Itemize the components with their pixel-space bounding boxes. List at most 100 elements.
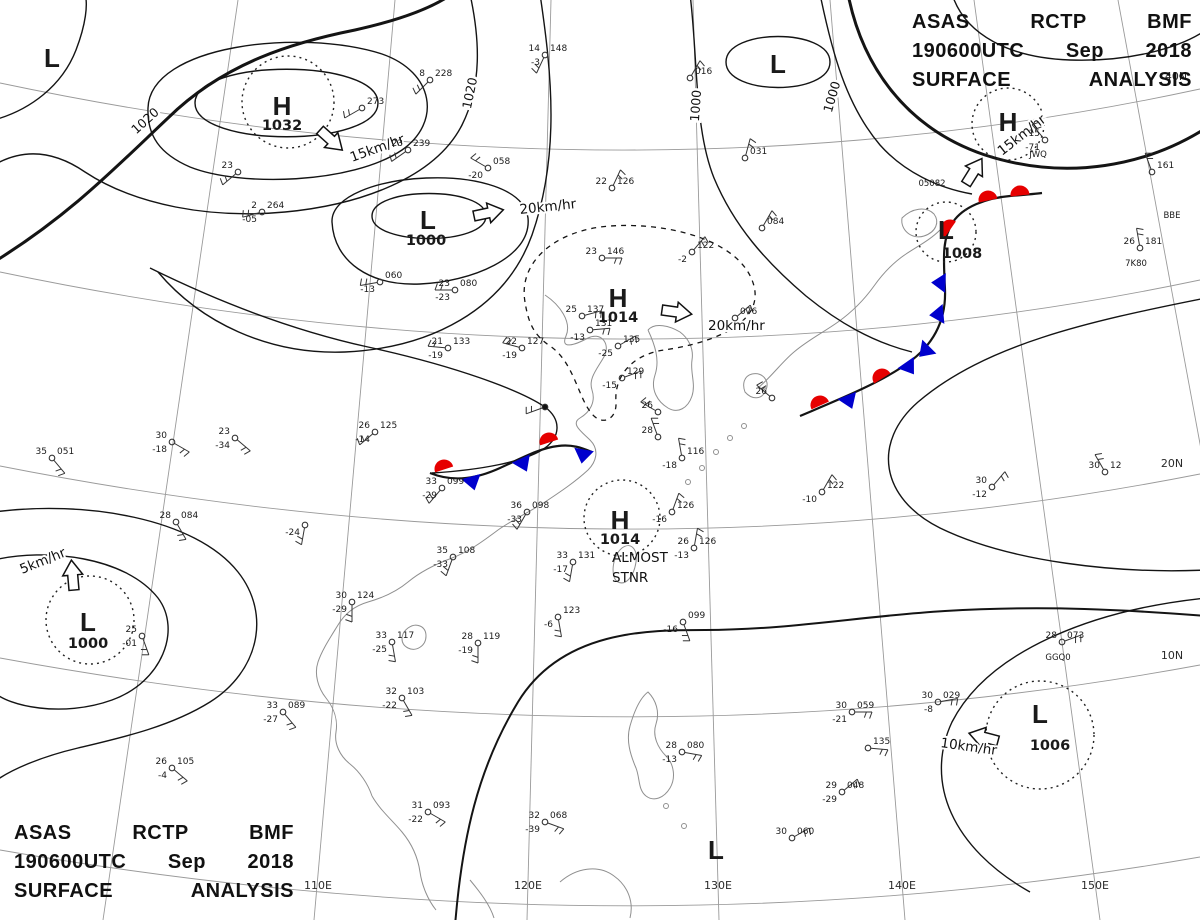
motion-speed-label: 20km/hr	[708, 318, 765, 334]
station-plot: 28 073	[1046, 631, 1084, 646]
pressure-center-symbol: H	[999, 107, 1018, 137]
wind-barb-shaft	[536, 57, 545, 74]
station-circle-icon	[541, 403, 549, 411]
wind-barb-tick	[565, 572, 571, 577]
isobar-label: 1020	[459, 76, 480, 110]
station-temperature: 14	[529, 44, 541, 54]
wind-barb-tick	[515, 519, 521, 525]
station-dewpoint: -16	[652, 515, 667, 525]
station-plot: -24	[285, 521, 309, 546]
wind-barb-tick	[852, 782, 856, 789]
station-dewpoint: -29	[822, 795, 837, 805]
wind-barb-tick	[394, 152, 397, 159]
station-circle-icon	[438, 484, 446, 492]
coastline	[757, 229, 941, 389]
station-pressure: 105	[177, 757, 194, 767]
station-temperature: 26	[678, 537, 690, 547]
wind-barb-shaft	[763, 210, 773, 226]
wind-barb-tick	[808, 827, 812, 835]
wind-barb-shaft	[173, 769, 188, 782]
station-temperature: 30	[776, 827, 788, 837]
station-plot: 126 -16	[652, 492, 694, 525]
station-dewpoint: -01	[122, 639, 137, 649]
station-plot: 060 -13	[359, 271, 402, 295]
station-plot: 28 080 -13	[662, 741, 704, 765]
latitude-gridline	[0, 465, 1200, 530]
station-circle-icon	[398, 694, 406, 702]
station-pressure: 076	[740, 307, 757, 317]
wind-barb-tick	[342, 111, 346, 119]
station-pressure: 126	[699, 537, 716, 547]
isobar-line	[725, 35, 831, 89]
wind-barb-shaft	[569, 564, 573, 582]
cold-triangle-icon	[931, 273, 946, 293]
wind-barb-tick	[613, 257, 617, 264]
annotation-text: STNR	[612, 570, 648, 586]
cold-triangle-icon	[929, 304, 945, 324]
title-line-agency: ASAS RCTP BMF	[912, 11, 1192, 33]
isobar-line	[454, 607, 1200, 920]
wind-barb-shaft	[620, 335, 636, 345]
wind-barb-tick	[345, 619, 353, 623]
station-temperature: 30	[336, 591, 348, 601]
wind-barb-shaft	[242, 212, 260, 218]
station-dewpoint: -21	[832, 715, 847, 725]
station-dewpoint: -22	[382, 701, 397, 711]
station-plot: 26 125 -14	[355, 421, 397, 446]
station-plot: 23 080 -23	[434, 279, 477, 303]
station-dewpoint: -34	[215, 441, 230, 451]
station-pressure: 127	[527, 337, 544, 347]
station-dewpoint: -13	[674, 551, 689, 561]
station-dewpoint: -18	[662, 461, 677, 471]
station-plot: 33 131 -17	[553, 551, 595, 583]
chart-title-bottom-left: ASAS RCTP BMF 190600UTC Sep 2018 SURFACE…	[14, 819, 294, 906]
station-pressure: 117	[397, 631, 414, 641]
longitude-label: 140E	[888, 879, 916, 892]
station-plot: 122 -2	[678, 236, 714, 265]
station-temperature: 25	[566, 305, 577, 315]
wind-barb-tick	[856, 778, 861, 786]
station-circle-icon	[258, 208, 266, 216]
station-temperature: 28	[462, 632, 474, 642]
station-plot: 22 126	[596, 169, 634, 192]
longitude-gridline	[526, 0, 552, 920]
isobar-line	[887, 298, 1200, 572]
motion-arrow-icon	[472, 201, 505, 225]
station-plot	[525, 403, 549, 415]
wind-barb-tick	[179, 448, 185, 454]
station-pressure: 058	[493, 157, 510, 167]
station-dewpoint: -17	[553, 565, 568, 575]
station-plot: 26 181	[1124, 227, 1162, 252]
station-circle-icon	[1136, 244, 1144, 252]
wind-barb-tick	[405, 714, 413, 718]
station-dewpoint: -13	[360, 285, 375, 295]
station-pressure: 099	[688, 611, 705, 621]
station-plot: 26 126 -13	[674, 527, 716, 561]
wind-barb-shaft	[678, 438, 682, 456]
station-plot: 28 084	[160, 511, 198, 542]
station-pressure: 161	[1157, 161, 1174, 171]
station-temperature: 32	[386, 687, 397, 697]
pressure-center-symbol: L	[708, 835, 724, 865]
wind-barb-shaft	[1136, 228, 1140, 246]
station-plot: 28	[642, 417, 662, 441]
longitude-gridline	[829, 0, 906, 920]
station-pressure: 133	[453, 337, 470, 347]
wind-barb-tick	[286, 722, 293, 726]
station-dewpoint: -13	[570, 333, 585, 343]
station-circle-icon	[864, 744, 872, 752]
motion-arrow-shape	[61, 558, 85, 592]
wind-barb-tick	[607, 328, 611, 336]
station-plot: 058 -20	[468, 153, 510, 181]
wind-barb-tick	[700, 240, 705, 247]
isobar-line	[331, 177, 529, 285]
station-plot: 26	[640, 397, 662, 416]
wind-barb-shaft	[843, 778, 858, 791]
station-plot: 122 -10	[802, 474, 844, 505]
longitude-gridline	[973, 0, 1101, 920]
station-dewpoint: -39	[525, 825, 540, 835]
station-plot: 26	[756, 381, 776, 402]
station-circle-icon	[541, 818, 549, 826]
station-pressure: 098	[532, 501, 549, 511]
station-pressure: 060	[797, 827, 814, 837]
